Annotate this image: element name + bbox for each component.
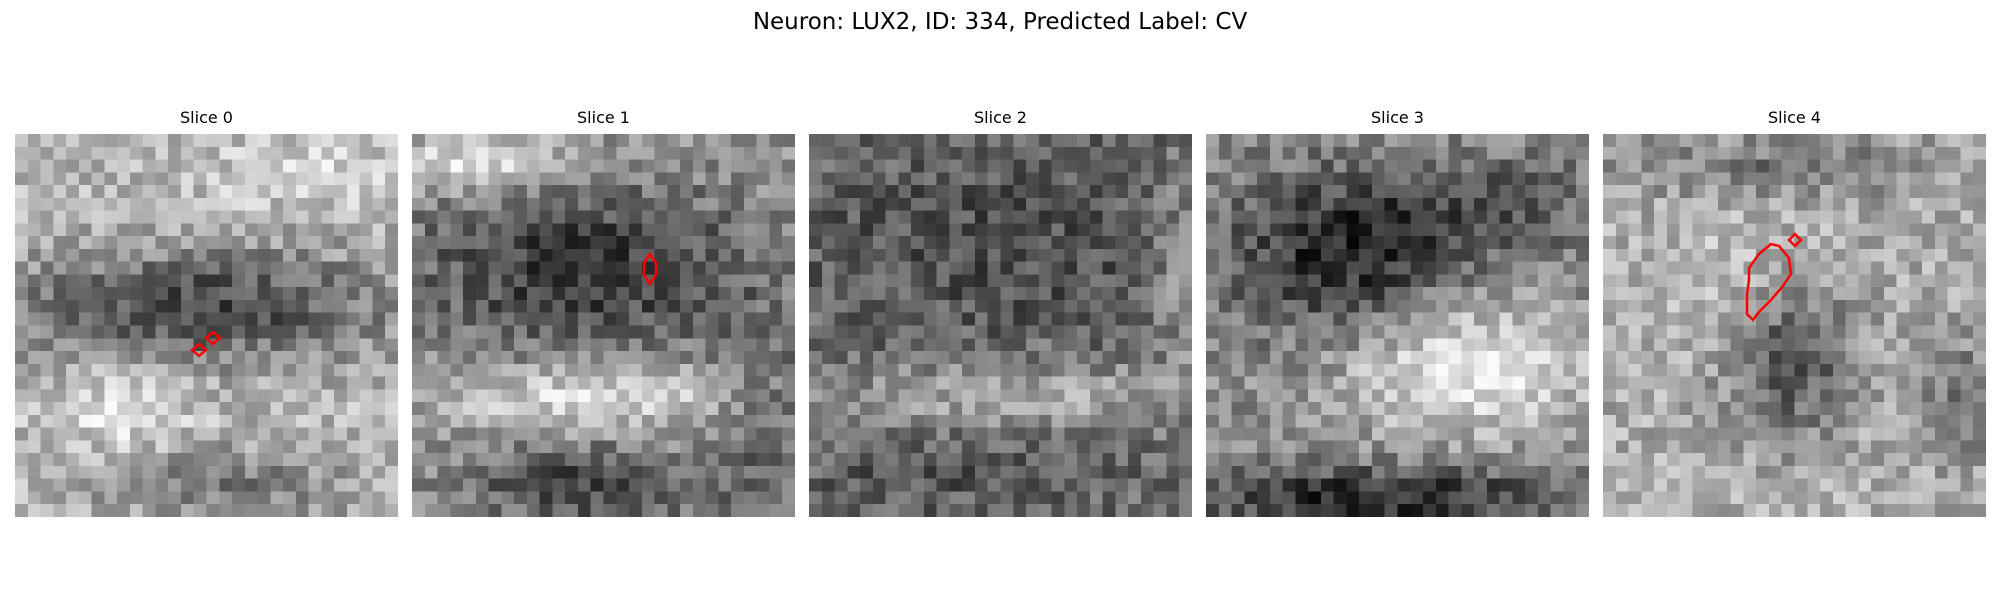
slice-image [412,134,795,517]
slice-title: Slice 2 [974,108,1027,127]
grayscale-heatmap [1603,134,1986,517]
slice-title: Slice 0 [180,108,233,127]
roi-contour-overlay [642,251,658,287]
slice-image [15,134,398,517]
grayscale-heatmap [1206,134,1589,517]
slice-image [1206,134,1589,517]
roi-contour [190,342,208,358]
figure-title: Neuron: LUX2, ID: 334, Predicted Label: … [752,9,1248,35]
slice-title: Slice 1 [577,108,630,127]
slice-title: Slice 4 [1768,108,1821,127]
slice-image [809,134,1192,517]
slice-panel-2: Slice 2 [809,108,1192,518]
grayscale-heatmap [809,134,1192,517]
roi-contour [1745,242,1793,322]
roi-contour [204,330,222,346]
roi-contour-overlay [1745,232,1803,322]
slice-image [1603,134,1986,517]
slice-panel-1: Slice 1 [412,108,795,518]
slice-title: Slice 3 [1371,108,1424,127]
roi-contour [1787,232,1803,248]
slice-panel-4: Slice 4 [1603,108,1986,518]
roi-contour-overlay [190,330,222,358]
slice-panel-0: Slice 0 [15,108,398,518]
slice-panel-3: Slice 3 [1206,108,1589,518]
roi-contour [642,251,658,287]
grayscale-heatmap [15,134,398,517]
grayscale-heatmap [412,134,795,517]
